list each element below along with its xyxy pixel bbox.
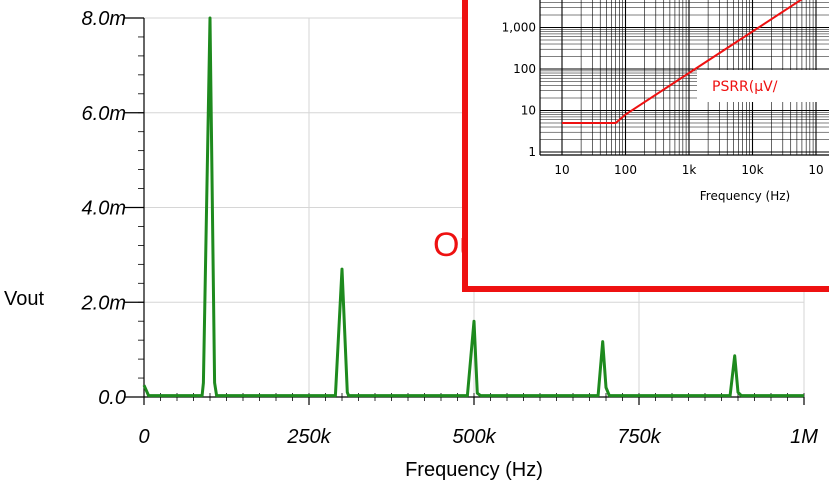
main-y-tick-label: 2.0m — [81, 292, 126, 314]
inset-series-label: PSRR(µV/ — [712, 79, 778, 95]
inset-border — [462, 0, 829, 292]
inset-x-tick-label: 100 — [614, 163, 637, 177]
inset-chart: 1 10 100 1,000 10 100 1k 10k 10 PSRR(µV/ Freque… — [462, 0, 829, 292]
inset-y-tick-label: 1 — [528, 145, 536, 159]
main-x-tick-label: 500k — [452, 426, 496, 448]
series-line-psrr — [562, 0, 803, 124]
inset-y-tick-label: 10 — [521, 104, 536, 118]
main-y-ticks: 0.0 2.0m 4.0m 6.0m 8.0m — [81, 8, 144, 409]
inset-y-tick-label: 1,000 — [502, 21, 536, 35]
main-x-tick-label: 750k — [617, 426, 661, 448]
main-x-tick-label: 250k — [286, 426, 331, 448]
main-x-tick-label: 1M — [790, 426, 818, 448]
inset-x-tick-label: 10 — [554, 163, 569, 177]
inset-x-tick-label: 10k — [741, 163, 763, 177]
x-axis-title: Frequency (Hz) — [405, 459, 543, 481]
inset-y-tick-label: 100 — [513, 62, 536, 76]
main-x-tick-label: 0 — [138, 426, 149, 448]
main-y-tick-label: 6.0m — [82, 103, 126, 125]
series-line-vout — [142, 16, 804, 398]
inset-x-tick-label: 1k — [682, 163, 697, 177]
inset-x-ticks: 10 100 1k 10k 10 — [554, 163, 823, 177]
inset-legend-box — [697, 70, 829, 102]
y-axis-title: Vout — [4, 288, 44, 310]
inset-x-axis-title: Frequency (Hz) — [700, 189, 791, 203]
main-y-tick-label: 4.0m — [82, 198, 126, 220]
main-y-tick-label: 0.0 — [98, 387, 126, 409]
inset-y-ticks: 1 10 100 1,000 — [502, 21, 536, 160]
main-y-tick-label: 8.0m — [82, 8, 126, 30]
inset-x-tick-label: 10 — [808, 163, 823, 177]
main-x-ticks: 0 250k 500k 750k 1M — [138, 397, 818, 448]
